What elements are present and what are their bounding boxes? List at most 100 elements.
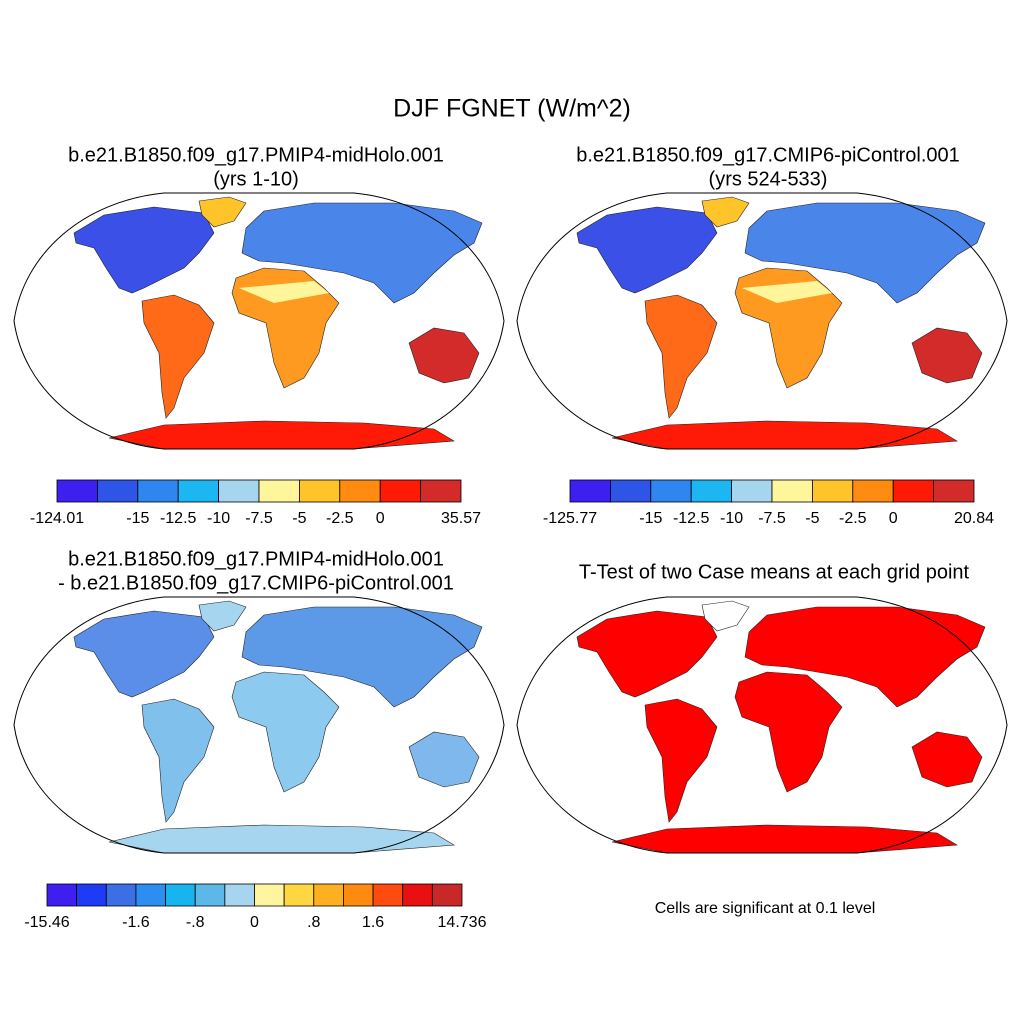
land xyxy=(241,202,483,304)
land xyxy=(239,281,329,303)
colorbar-box xyxy=(343,883,374,907)
colorbar-label: -1.6 xyxy=(122,914,150,931)
land xyxy=(73,206,215,294)
land xyxy=(73,610,215,698)
colorbar-label: -15 xyxy=(639,510,662,527)
colorbar-box xyxy=(402,883,433,907)
land xyxy=(108,824,455,854)
colorbar-label: -5 xyxy=(292,510,306,527)
colorbar-label: -125.77 xyxy=(543,510,597,527)
panel-subtitle: - b.e21.B1850.f09_g17.CMIP6-piControl.00… xyxy=(58,572,454,594)
colorbar-box xyxy=(892,479,935,503)
land xyxy=(241,606,483,708)
colorbar-label: -5 xyxy=(805,510,819,527)
land xyxy=(198,600,247,632)
colorbar-box xyxy=(97,479,139,503)
colorbar-label: -2.5 xyxy=(839,510,867,527)
colorbar-box xyxy=(339,479,381,503)
figure-title: DJF FGNET (W/m^2) xyxy=(393,95,631,123)
colorbar-box xyxy=(218,479,260,503)
colorbar-box xyxy=(731,479,773,503)
colorbar-label: -2.5 xyxy=(326,510,354,527)
colorbar-box xyxy=(379,479,422,503)
colorbar-box xyxy=(610,479,652,503)
colorbar-box xyxy=(177,479,219,503)
colorbar-label: 35.57 xyxy=(441,510,481,527)
colorbar-label: 1.6 xyxy=(362,914,384,931)
land xyxy=(644,294,718,419)
panel-title: T-Test of two Case means at each grid po… xyxy=(579,561,970,583)
colorbar-box xyxy=(313,883,344,907)
land xyxy=(576,206,718,294)
colorbar-label: -12.5 xyxy=(160,510,197,527)
colorbar-box xyxy=(852,479,894,503)
land xyxy=(408,731,480,788)
colorbar-label: -15 xyxy=(126,510,149,527)
colorbar-label: -7.5 xyxy=(758,510,786,527)
land xyxy=(576,610,718,698)
land xyxy=(231,671,340,793)
colorbar-box xyxy=(420,479,462,503)
map-border xyxy=(13,596,505,854)
land xyxy=(744,606,986,708)
land xyxy=(744,202,986,304)
map xyxy=(13,596,505,854)
map xyxy=(516,192,1008,450)
map xyxy=(13,192,505,450)
colorbar-box xyxy=(933,479,975,503)
colorbar-box xyxy=(105,883,137,907)
land xyxy=(734,671,843,793)
land xyxy=(198,196,247,228)
colorbar-box xyxy=(254,883,285,907)
panel-title: b.e21.B1850.f09_g17.CMIP6-piControl.001 xyxy=(576,144,960,166)
colorbar-label: 0 xyxy=(376,510,385,527)
colorbar-box xyxy=(283,883,315,907)
colorbar-box xyxy=(135,883,166,907)
colorbar-label: -12.5 xyxy=(673,510,710,527)
colorbar-box xyxy=(650,479,692,503)
land xyxy=(644,698,718,823)
colorbar-label: -10 xyxy=(207,510,230,527)
map-border xyxy=(516,192,1008,450)
map xyxy=(516,596,1008,854)
colorbar-box xyxy=(56,479,98,503)
colorbar-box xyxy=(771,479,813,503)
colorbar-box xyxy=(258,479,300,503)
colorbar-label: .8 xyxy=(307,914,320,931)
colorbar-label: -7.5 xyxy=(245,510,273,527)
panel-subtitle: (yrs 1-10) xyxy=(213,168,299,190)
panel-note: Cells are significant at 0.1 level xyxy=(655,900,876,917)
colorbar-box xyxy=(812,479,854,503)
map-border xyxy=(13,192,505,450)
colorbar-label: -124.01 xyxy=(30,510,84,527)
colorbar-box xyxy=(372,883,404,907)
colorbar-label: -10 xyxy=(720,510,743,527)
colorbar-label: -15.46 xyxy=(24,914,69,931)
colorbar-box xyxy=(431,883,463,907)
colorbar-box xyxy=(165,883,196,907)
colorbar-label: 0 xyxy=(889,510,898,527)
colorbar: -124.01 -15 -12.5 -10 -7.5 -5 -2.5 0 35.57 xyxy=(30,479,481,527)
colorbar: -15.46 -1.6 -.8 0 .8 1.6 14.736 xyxy=(24,883,487,931)
colorbar-label: 0 xyxy=(250,914,259,931)
land xyxy=(108,420,455,450)
colorbar-label: 20.84 xyxy=(954,510,994,527)
colorbar-label: -.8 xyxy=(186,914,205,931)
land xyxy=(911,731,983,788)
land xyxy=(911,327,983,384)
land xyxy=(141,294,215,419)
colorbar-box xyxy=(690,479,733,503)
colorbar: -125.77 -15 -12.5 -10 -7.5 -5 -2.5 0 20.84 xyxy=(543,479,994,527)
land xyxy=(408,327,480,384)
land xyxy=(734,267,843,389)
colorbar-box xyxy=(46,883,78,907)
colorbar-box xyxy=(137,479,179,503)
land xyxy=(141,698,215,823)
colorbar-box xyxy=(194,883,226,907)
map-border xyxy=(516,596,1008,854)
land xyxy=(231,267,340,389)
panel-title: b.e21.B1850.f09_g17.PMIP4-midHolo.001 xyxy=(68,548,444,570)
colorbar-box xyxy=(569,479,611,503)
